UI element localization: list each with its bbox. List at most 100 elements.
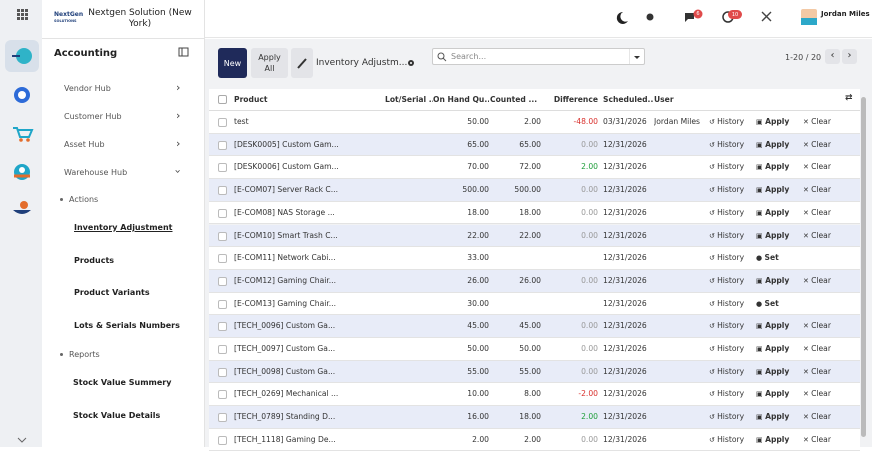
submenu-item[interactable]: Stock Value Details [73,410,161,420]
action-set[interactable]: ● Set [756,253,779,263]
action-apply[interactable]: ▣ Apply [756,207,790,217]
action-history[interactable]: ↺ History [709,321,745,331]
table-row[interactable]: [DESK0006] Custom Gam... 70.00 72.00 2.00 12… [209,156,860,180]
action-apply[interactable]: ▣ Apply [756,230,790,240]
scrollbar[interactable] [861,97,866,437]
action-history[interactable]: ↺ History [709,230,745,240]
action-apply[interactable]: ▣ Apply [756,434,790,444]
checkbox[interactable] [218,118,227,127]
action-set[interactable]: ● Set [756,298,779,308]
column-header[interactable]: On Hand Qu... [433,95,489,104]
action-history[interactable]: ↺ History [709,162,745,172]
action-history[interactable]: ↺ History [709,253,745,263]
action-clear[interactable]: ✕ Clear [803,389,831,399]
column-header[interactable]: Counted ... [490,95,538,104]
table-row[interactable]: [DESK0005] Custom Gam... 65.00 65.00 0.00 12… [209,133,860,157]
action-history[interactable]: ↺ History [709,117,745,126]
action-history[interactable]: ↺ History [709,207,745,217]
action-apply[interactable]: ▣ Apply [756,162,790,172]
submenu-item[interactable]: Inventory Adjustment [74,223,173,232]
action-clear[interactable]: ✕ Clear [803,275,831,285]
gear-icon[interactable] [407,59,415,67]
prev-page[interactable]: ‹ [825,49,840,64]
table-row[interactable]: [E-COM11] Network Cabi... 33.00 12/31/2026… [209,247,860,270]
action-history[interactable]: ↺ History [709,185,745,195]
submenu-item[interactable]: Lots & Serials Numbers [74,320,180,330]
action-clear[interactable]: ✕ Clear [803,207,831,217]
action-clear[interactable]: ✕ Clear [803,117,831,126]
next-page[interactable]: › [842,49,857,64]
submenu-item[interactable]: Stock Value Summery [73,378,172,387]
action-clear[interactable]: ✕ Clear [803,344,831,353]
column-header[interactable]: User [654,95,674,104]
checkbox[interactable] [218,231,227,241]
checkbox[interactable] [218,186,227,196]
checkbox[interactable] [218,322,227,332]
table-row[interactable]: [TECH_0789] Standing D... 16.00 18.00 2.00 1… [209,406,860,429]
checkbox[interactable] [218,163,227,173]
action-apply[interactable]: ▣ Apply [756,366,790,376]
table-row[interactable]: [TECH_0269] Mechanical ... 10.00 8.00 -2.00… [209,383,860,407]
brush-button[interactable] [291,48,313,78]
action-history[interactable]: ↺ History [709,389,745,399]
column-header[interactable]: Difference [553,95,598,104]
action-history[interactable]: ↺ History [709,412,745,422]
action-apply[interactable]: ▣ Apply [756,321,790,331]
checkbox[interactable] [218,435,227,445]
table-row[interactable]: [E-COM08] NAS Storage ... 18.00 18.00 0.00 1… [209,201,860,225]
search-box[interactable]: Search... [432,48,645,65]
action-clear[interactable]: ✕ Clear [803,366,831,376]
action-history[interactable]: ↺ History [709,366,745,376]
action-apply[interactable]: ▣ Apply [756,185,790,195]
action-history[interactable]: ↺ History [709,275,745,285]
checkbox[interactable] [218,367,227,377]
action-apply[interactable]: ▣ Apply [756,117,790,126]
submenu-item[interactable]: Products [74,255,115,265]
table-row[interactable]: [E-COM07] Server Rack C... 500.00 500.00 0.… [209,179,860,202]
submenu-item[interactable]: Product Variants [74,288,150,297]
checkbox[interactable] [218,254,227,264]
action-history[interactable]: ↺ History [709,344,745,353]
new-button[interactable]: New [218,48,247,78]
action-clear[interactable]: ✕ Clear [803,185,831,195]
checkbox[interactable] [218,208,227,218]
checkbox[interactable] [218,276,227,286]
menu-item[interactable]: Vendor Hub [64,84,111,93]
user-name[interactable]: Jordan Miles [821,10,870,18]
action-clear[interactable]: ✕ Clear [803,162,831,172]
action-clear[interactable]: ✕ Clear [803,412,831,422]
action-clear[interactable]: ✕ Clear [803,139,831,149]
action-clear[interactable]: ✕ Clear [803,434,831,444]
table-row[interactable]: [TECH_0096] Custom Ga... 45.00 45.00 0.00 12… [209,315,860,338]
action-apply[interactable]: ▣ Apply [756,412,790,422]
menu-item[interactable]: Warehouse Hub [64,168,128,177]
checkbox[interactable] [218,413,227,423]
apply-all-button[interactable]: Apply All [251,48,288,78]
checkbox[interactable] [218,390,227,400]
sidebar-toggle[interactable] [178,47,190,58]
action-apply[interactable]: ▣ Apply [756,139,790,149]
checkbox[interactable] [218,299,227,309]
table-row[interactable]: [E-COM12] Gaming Chair... 26.00 26.00 0.00 1… [209,269,860,293]
menu-item[interactable]: Asset Hub [64,140,105,149]
table-row[interactable]: [TECH_1118] Gaming De... 2.00 2.00 0.00 12/3… [209,428,860,451]
checkbox[interactable] [218,95,227,104]
action-history[interactable]: ↺ History [709,298,745,308]
column-header[interactable]: Product [234,95,268,104]
column-header[interactable]: Lot/Serial ... [385,95,433,104]
checkbox[interactable] [218,345,227,354]
action-history[interactable]: ↺ History [709,434,745,444]
action-clear[interactable]: ✕ Clear [803,321,831,331]
table-row[interactable]: test 50.00 2.00 -48.00 03/31/2026 Jordan Mile… [209,111,860,134]
table-row[interactable]: [TECH_0097] Custom Ga... 50.00 50.00 0.00 12… [209,338,860,361]
action-apply[interactable]: ▣ Apply [756,344,790,353]
action-apply[interactable]: ▣ Apply [756,389,790,399]
table-row[interactable]: [TECH_0098] Custom Ga... 55.00 55.00 0.00 12… [209,360,860,384]
checkbox[interactable] [218,140,227,150]
table-row[interactable]: [E-COM10] Smart Trash C... 22.00 22.00 0.00… [209,224,860,248]
action-history[interactable]: ↺ History [709,139,745,149]
menu-item[interactable]: Customer Hub [64,112,122,121]
column-header[interactable]: Scheduled... [603,95,653,104]
action-clear[interactable]: ✕ Clear [803,230,831,240]
action-apply[interactable]: ▣ Apply [756,275,790,285]
